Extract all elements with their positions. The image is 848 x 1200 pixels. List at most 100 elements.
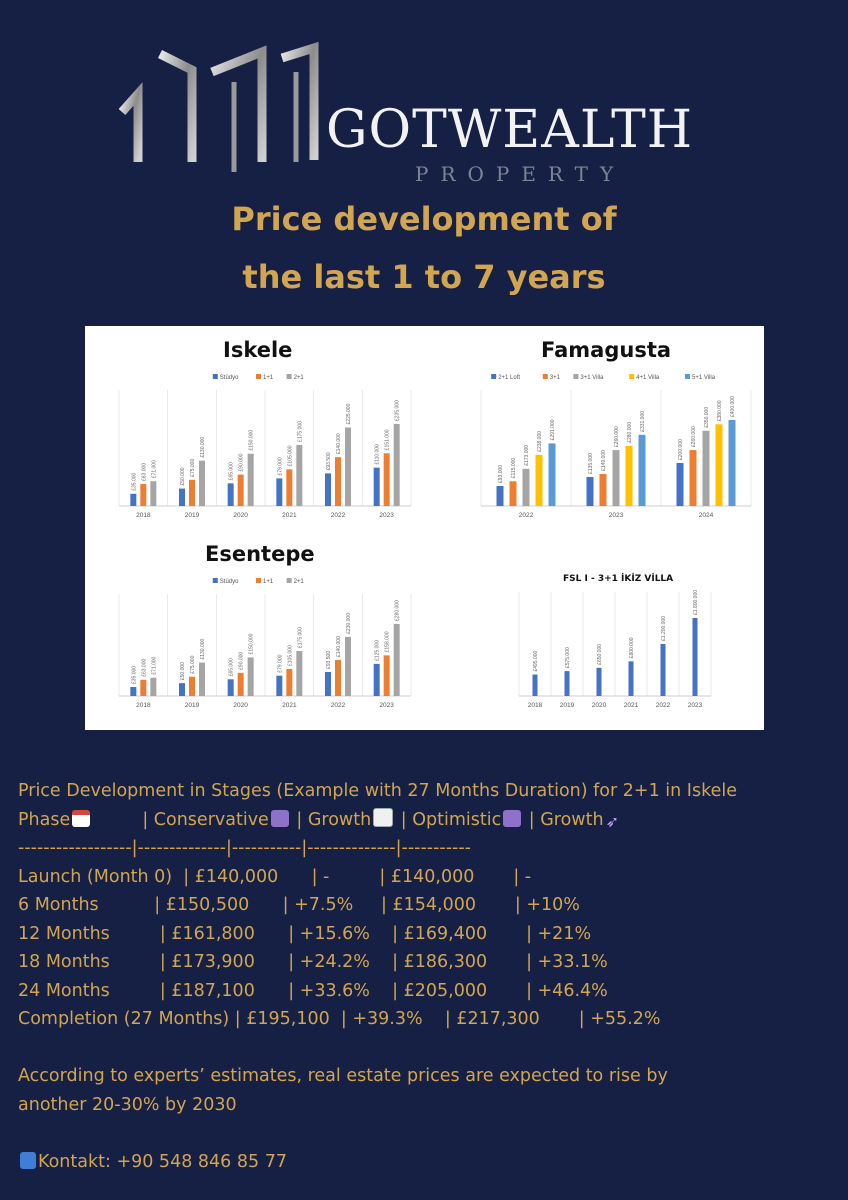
bar	[247, 657, 254, 696]
bar	[199, 460, 205, 506]
data-label: £350.000	[704, 407, 710, 428]
data-label: £90.000	[239, 652, 245, 670]
bar	[689, 450, 697, 506]
data-label: £50.000	[180, 662, 186, 680]
chart-title-iskele: Iskele	[223, 338, 293, 362]
rocket-icon: ➶	[605, 811, 619, 831]
legend-label: 2+1	[294, 375, 305, 381]
bar	[140, 679, 147, 696]
legend-label: 2+1	[294, 579, 305, 585]
data-label: £75.000	[190, 459, 196, 477]
bar	[199, 662, 205, 696]
chart-fsl-villa: £495.000 2018 £575.000 2019 £650.000 2020 £800…	[515, 588, 715, 710]
chart-title-famagusta: Famagusta	[541, 338, 672, 362]
data-label: £1.800.000	[693, 590, 699, 615]
bar	[628, 661, 634, 696]
growth-label-1: | Growth	[290, 809, 372, 830]
bar	[509, 481, 517, 506]
legend-swatch	[286, 578, 292, 583]
table-row: 12 Months | £161,800 | +15.6% | £169,400…	[18, 923, 592, 944]
page-title-line-1: Price development of	[231, 200, 617, 238]
x-tick-label: 2018	[136, 702, 151, 709]
legend-label: 4+1 Villa	[636, 375, 660, 381]
bar	[286, 669, 293, 696]
charts-panel: Iskele Famagusta Esentepe FSL I - 3+1 İK…	[85, 326, 764, 730]
bar	[599, 473, 607, 506]
data-label: £63.000	[141, 463, 147, 481]
legend-label: 3+1 Villa	[580, 375, 604, 381]
bar	[276, 675, 283, 696]
table-row: Completion (27 Months) | £195,100 | +39.…	[18, 1009, 661, 1029]
data-label: £110.000	[375, 444, 381, 465]
data-label: £238.000	[537, 431, 543, 452]
legend-swatch	[212, 578, 218, 583]
forecast-line-2: another 20-30% by 2030	[18, 1094, 237, 1115]
forecast-line-1: According to experts’ estimates, real es…	[18, 1066, 668, 1086]
data-label: £71.000	[151, 656, 157, 674]
brand-subtitle: PROPERTY	[415, 162, 626, 186]
data-label: £235.000	[395, 400, 401, 421]
table-separator: ------------------|--------------|------…	[18, 838, 471, 858]
legend-label: 3+1	[550, 375, 561, 381]
data-label: £175.000	[297, 421, 303, 442]
data-label: £175.000	[297, 627, 303, 648]
bar	[383, 655, 390, 696]
x-tick-label: 2021	[624, 702, 639, 709]
chart-esentepe: Stüdyo 1+1 2+1 £35.000 £63.000 £71.000 2018 £50…	[115, 574, 415, 710]
bar	[130, 687, 137, 696]
bar	[189, 479, 195, 506]
bar	[612, 450, 620, 506]
x-tick-label: 2018	[136, 512, 151, 519]
data-label: £173.000	[524, 445, 530, 466]
x-tick-label: 2024	[699, 512, 714, 519]
data-label: £200.000	[678, 439, 684, 460]
bar	[179, 683, 185, 696]
x-tick-label: 2023	[688, 702, 703, 709]
bar	[227, 679, 234, 696]
x-tick-label: 2023	[379, 512, 394, 519]
data-label: £149.000	[601, 450, 607, 471]
x-tick-label: 2019	[560, 702, 575, 709]
bar	[625, 445, 633, 506]
legend-label: 5+1 Villa	[692, 375, 716, 381]
data-label: £63.000	[141, 659, 147, 677]
data-label: £575.000	[565, 647, 571, 668]
bar	[373, 663, 380, 696]
data-label: £495.000	[533, 650, 539, 671]
calendar-icon	[72, 809, 91, 827]
table-row: 24 Months | £187,100 | +33.6% | £205,000…	[18, 980, 608, 1001]
legend-label: Stüdyo	[220, 375, 239, 381]
data-label: £140.000	[336, 636, 342, 657]
bar	[296, 444, 303, 506]
x-tick-label: 2022	[519, 512, 534, 519]
data-label: £230.000	[346, 613, 352, 634]
data-label: £35.000	[131, 472, 137, 490]
chart-title-esentepe: Esentepe	[205, 542, 315, 566]
x-tick-label: 2023	[609, 512, 624, 519]
bar	[373, 467, 380, 506]
data-label: £93.000	[498, 465, 504, 483]
chart-svg: Stüdyo 1+1 2+1 £35.000 £63.000 £71.000 2018 £50…	[118, 374, 412, 519]
bar	[227, 483, 234, 506]
data-label: £291.000	[550, 419, 556, 440]
bar	[586, 476, 594, 506]
legend-swatch	[256, 374, 261, 379]
data-label: £400.000	[730, 396, 736, 417]
x-tick-label: 2021	[282, 512, 297, 519]
notes-header-row: Phase | Conservative | Growth | Optimist…	[18, 806, 833, 835]
data-label: £130.000	[200, 638, 206, 659]
bar	[564, 671, 570, 696]
bar	[393, 424, 400, 506]
phone-icon	[20, 1151, 36, 1169]
data-label: £800.000	[629, 637, 635, 658]
chart-famagusta: 2+1 Loft 3+1 3+1 Villa 4+1 Villa 5+1 Villa £9…	[477, 370, 755, 520]
bar	[237, 672, 244, 696]
contact-text: Kontakt: +90 548 846 85 77	[38, 1151, 287, 1172]
table-row: Launch (Month 0) | £140,000 | - | £140,0…	[18, 866, 532, 887]
legend-label: 1+1	[263, 579, 274, 585]
conservative-label: | Conservative	[92, 809, 269, 830]
x-tick-label: 2018	[528, 702, 543, 709]
data-label: £1.200.000	[661, 616, 667, 641]
bar	[130, 493, 137, 506]
data-label: £260.000	[691, 426, 697, 447]
